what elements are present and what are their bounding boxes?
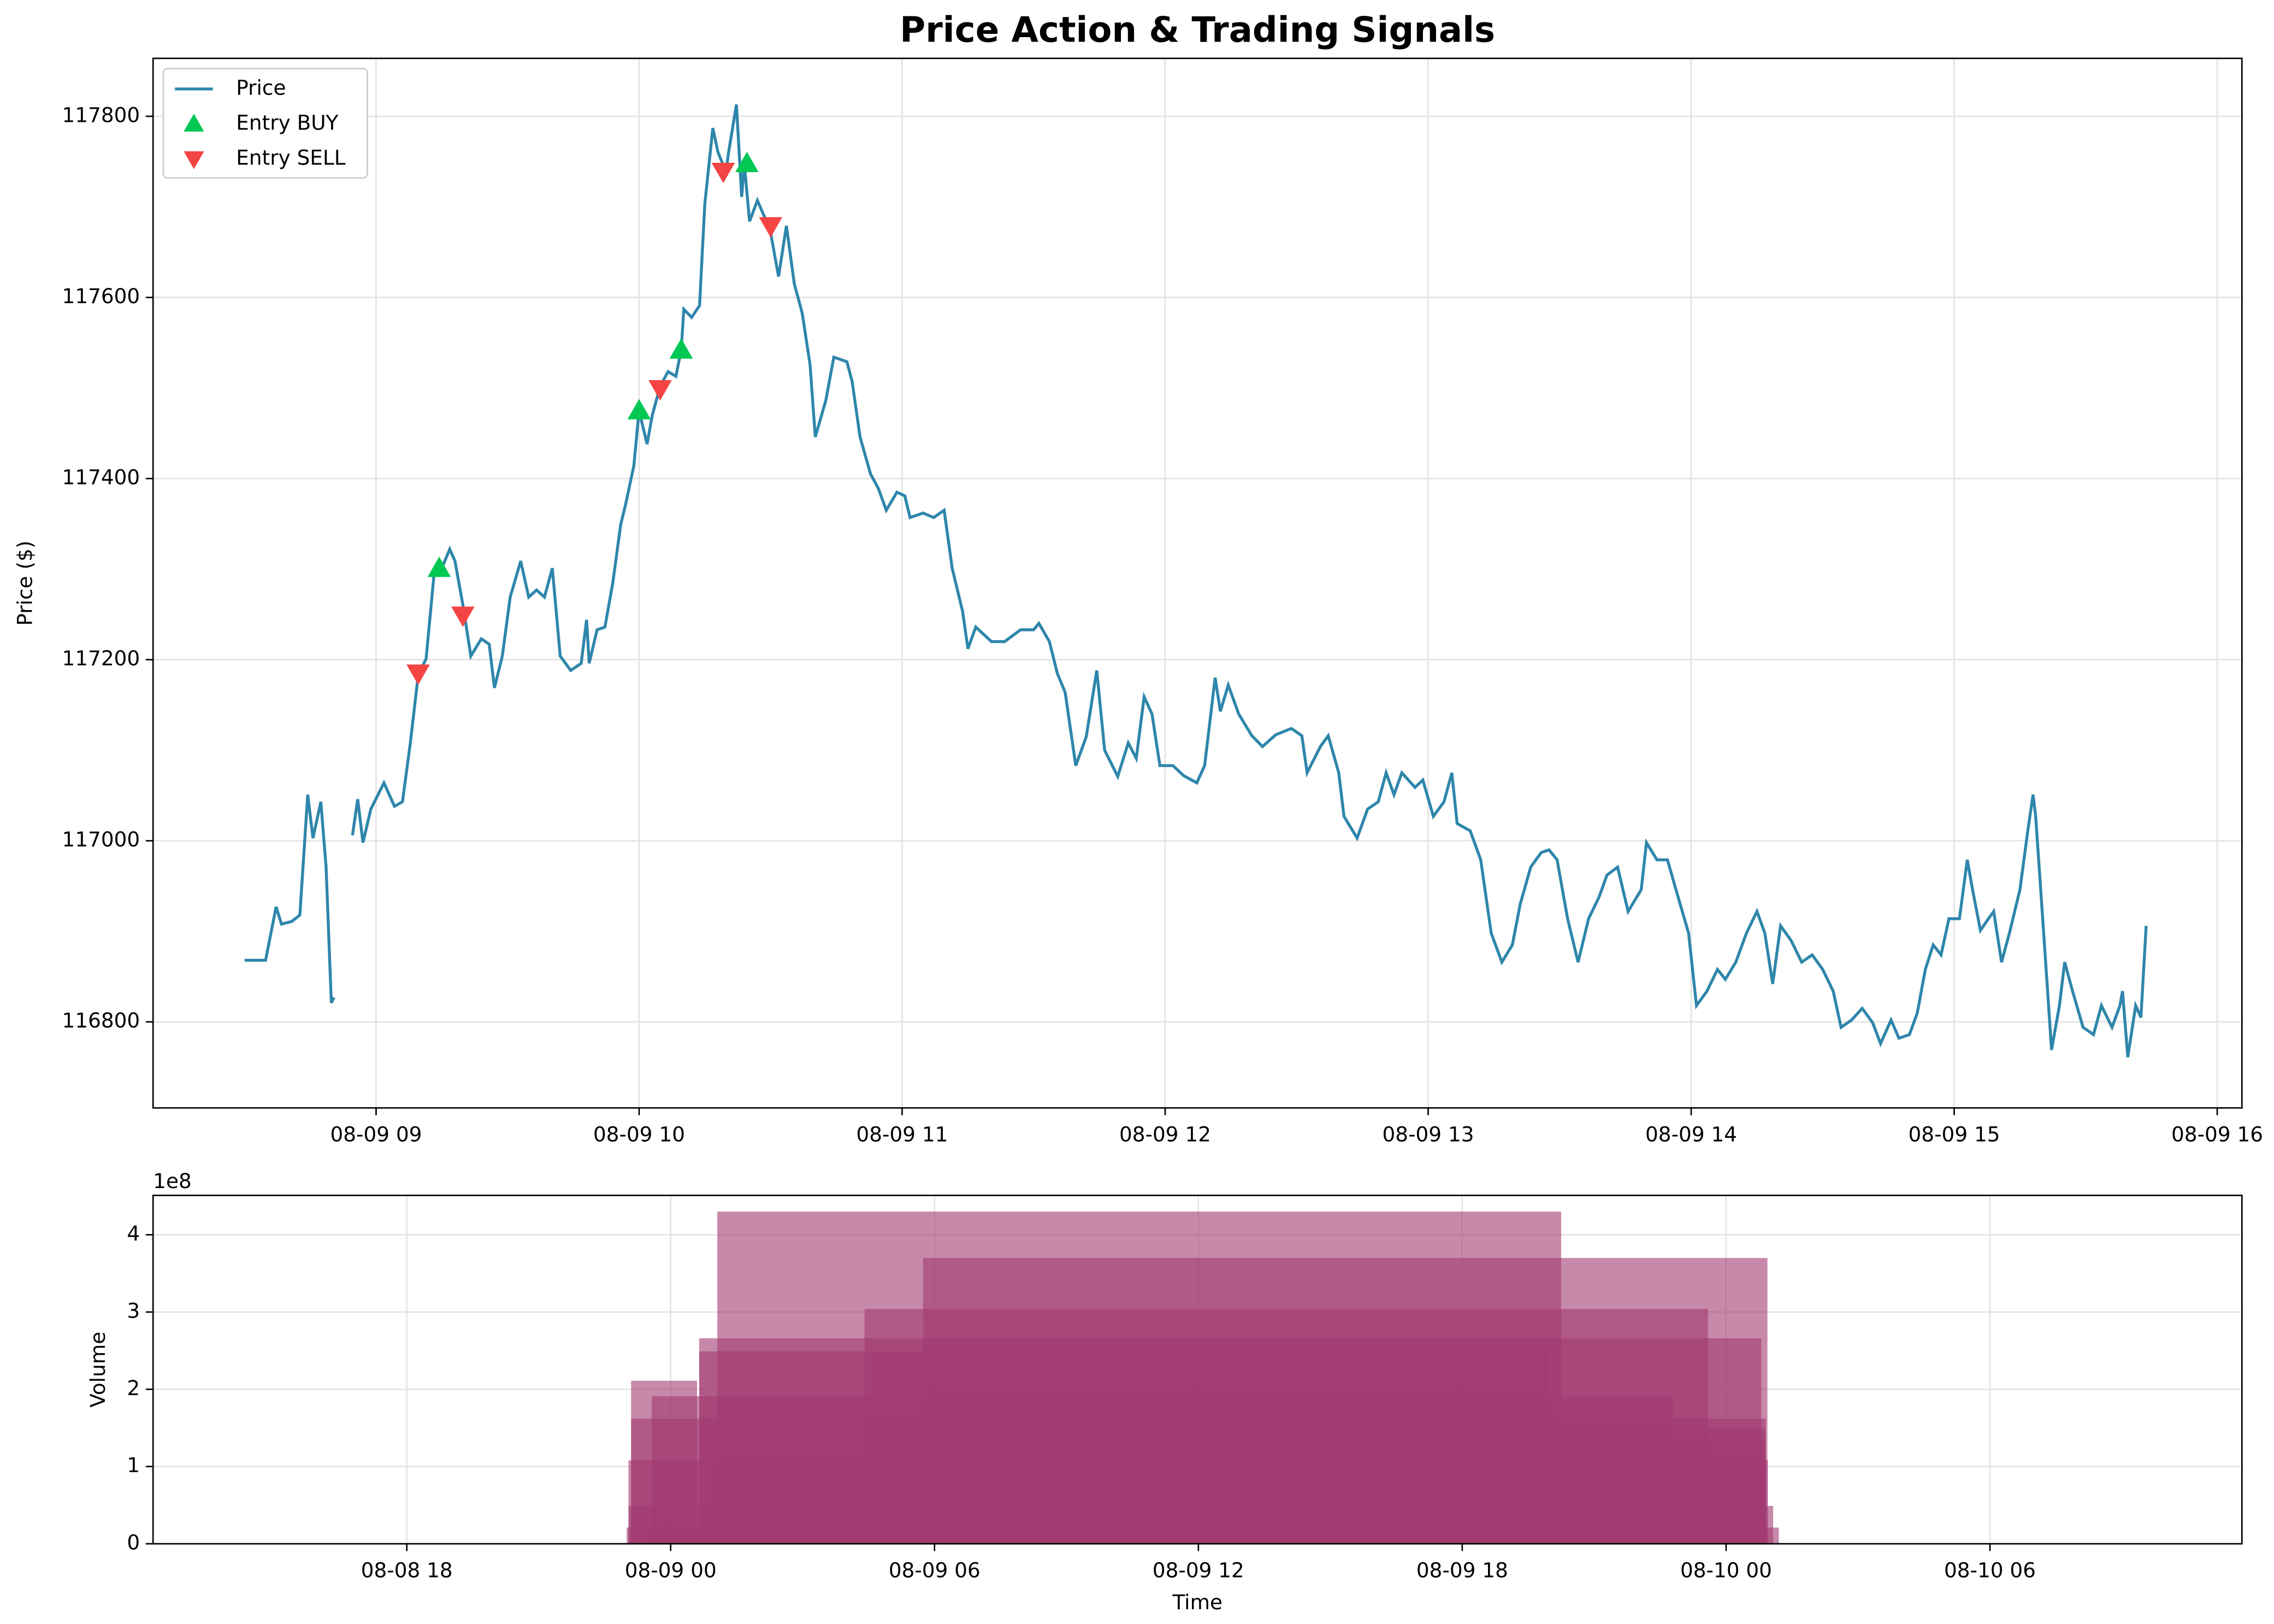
x-tick-label: 08-09 12 <box>1153 1558 1244 1582</box>
signal-marker <box>735 151 759 173</box>
y-tick-label: 117400 <box>62 465 140 489</box>
signal-marker <box>711 163 735 184</box>
x-tick-label: 08-09 06 <box>889 1558 981 1582</box>
x-tick-label: 08-09 09 <box>330 1122 422 1146</box>
y-tick-label: 117600 <box>62 284 140 308</box>
legend-label: Price <box>236 75 286 99</box>
y-tick-label: 2 <box>127 1376 140 1400</box>
y-tick-label: 3 <box>127 1298 140 1322</box>
y-axis-label: Price ($) <box>13 541 37 626</box>
x-tick-label: 08-09 15 <box>1909 1122 2000 1146</box>
plot: 08-09 09 08-09 10 08-09 11 08-09 12 08-09 13… <box>13 10 2263 1146</box>
legend: Price Entry BUY Entry SELL <box>162 68 368 179</box>
axes-frame <box>152 57 2243 1109</box>
x-tick-label: 08-10 00 <box>1680 1558 1772 1582</box>
x-tick-label: 08-08 18 <box>361 1558 453 1582</box>
legend-box <box>162 68 368 179</box>
y-tick-label: 4 <box>127 1221 140 1245</box>
chart-title: Price Action & Trading Signals <box>900 10 1495 50</box>
signal-marker <box>451 606 475 627</box>
signal-marker <box>406 664 430 685</box>
y-tick-label: 116800 <box>62 1008 140 1032</box>
volume-bar <box>627 1527 1779 1544</box>
x-tick-label: 08-09 00 <box>625 1558 717 1582</box>
x-tick-label: 08-09 11 <box>857 1122 948 1146</box>
y-tick-label: 1 <box>127 1453 140 1477</box>
legend-label: Entry BUY <box>236 110 338 134</box>
legend-swatch <box>184 151 204 169</box>
legend-swatch <box>184 114 204 132</box>
price-line <box>244 104 2148 1058</box>
y-tick-label: 117800 <box>62 103 140 127</box>
marks <box>244 104 2148 1058</box>
x-tick-label: 08-10 06 <box>1944 1558 2036 1582</box>
y-tick-label: 117000 <box>62 828 140 852</box>
x-tick-label: 08-09 10 <box>593 1122 685 1146</box>
y-axis-label: Volume <box>86 1332 110 1408</box>
marks <box>627 1212 1779 1544</box>
signal-marker <box>648 380 672 401</box>
x-tick-label: 08-09 16 <box>2171 1122 2263 1146</box>
axes-frame <box>152 1195 2243 1545</box>
x-tick-label: 08-09 14 <box>1645 1122 1737 1146</box>
y-tick-label: 117200 <box>62 646 140 670</box>
legend-label: Entry SELL <box>236 145 345 169</box>
signal-marker <box>427 556 451 577</box>
x-tick-label: 08-09 13 <box>1383 1122 1474 1146</box>
x-axis-label: Time <box>1172 1590 1222 1614</box>
y-offset-label: 1e8 <box>153 1169 192 1193</box>
signal-marker <box>759 217 783 238</box>
plot: 08-08 18 08-09 00 08-09 06 08-09 12 08-09 18… <box>86 1169 2243 1614</box>
x-tick-label: 08-09 18 <box>1416 1558 1508 1582</box>
signal-marker <box>627 399 651 420</box>
x-tick-label: 08-09 12 <box>1119 1122 1211 1146</box>
y-tick-label: 0 <box>127 1531 140 1555</box>
signal-marker <box>669 338 693 359</box>
